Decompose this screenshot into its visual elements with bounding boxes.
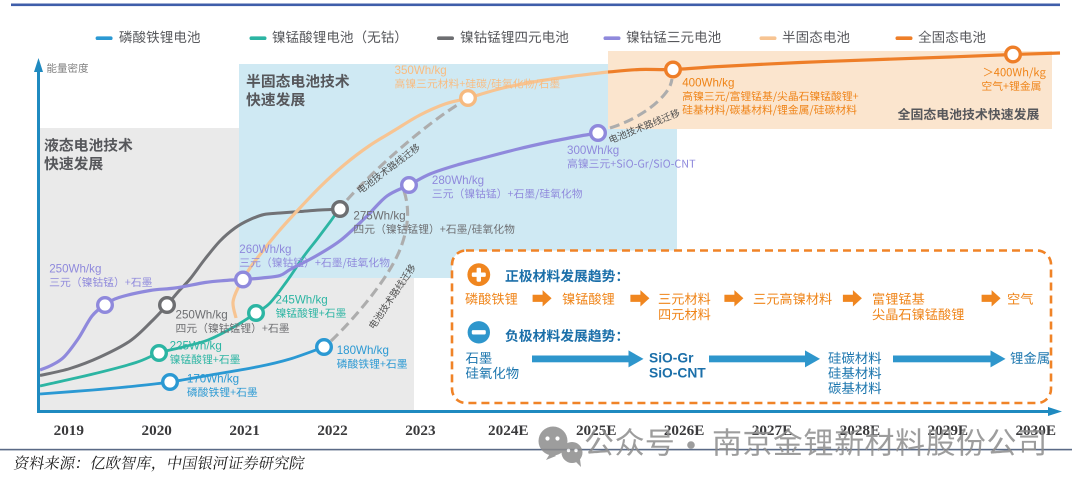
- svg-text:275Wh/kg: 275Wh/kg: [353, 209, 405, 222]
- svg-text:400Wh/kg: 400Wh/kg: [682, 77, 734, 90]
- svg-text:2026E: 2026E: [664, 422, 705, 439]
- svg-text:2023: 2023: [405, 422, 436, 439]
- svg-text:250Wh/kg: 250Wh/kg: [176, 309, 228, 322]
- svg-text:245Wh/kg: 245Wh/kg: [276, 293, 328, 306]
- svg-text:2022: 2022: [317, 422, 347, 439]
- svg-text:2024E: 2024E: [488, 422, 529, 439]
- svg-text:260Wh/kg: 260Wh/kg: [239, 243, 291, 256]
- svg-text:SiO-CNT: SiO-CNT: [649, 366, 706, 381]
- svg-text:170Wh/kg: 170Wh/kg: [187, 373, 239, 386]
- svg-text:SiO-Gr: SiO-Gr: [649, 351, 694, 366]
- svg-text:280Wh/kg: 280Wh/kg: [432, 174, 484, 187]
- svg-text:300Wh/kg: 300Wh/kg: [567, 144, 619, 157]
- svg-text:2019: 2019: [54, 422, 85, 439]
- svg-text:250Wh/kg: 250Wh/kg: [49, 263, 101, 276]
- svg-text:2025E: 2025E: [576, 422, 617, 439]
- svg-text:225Wh/kg: 225Wh/kg: [170, 340, 222, 353]
- svg-text:350Wh/kg: 350Wh/kg: [395, 64, 447, 77]
- svg-text:180Wh/kg: 180Wh/kg: [337, 344, 389, 357]
- svg-text:2021: 2021: [229, 422, 259, 439]
- svg-text:2020: 2020: [142, 422, 173, 439]
